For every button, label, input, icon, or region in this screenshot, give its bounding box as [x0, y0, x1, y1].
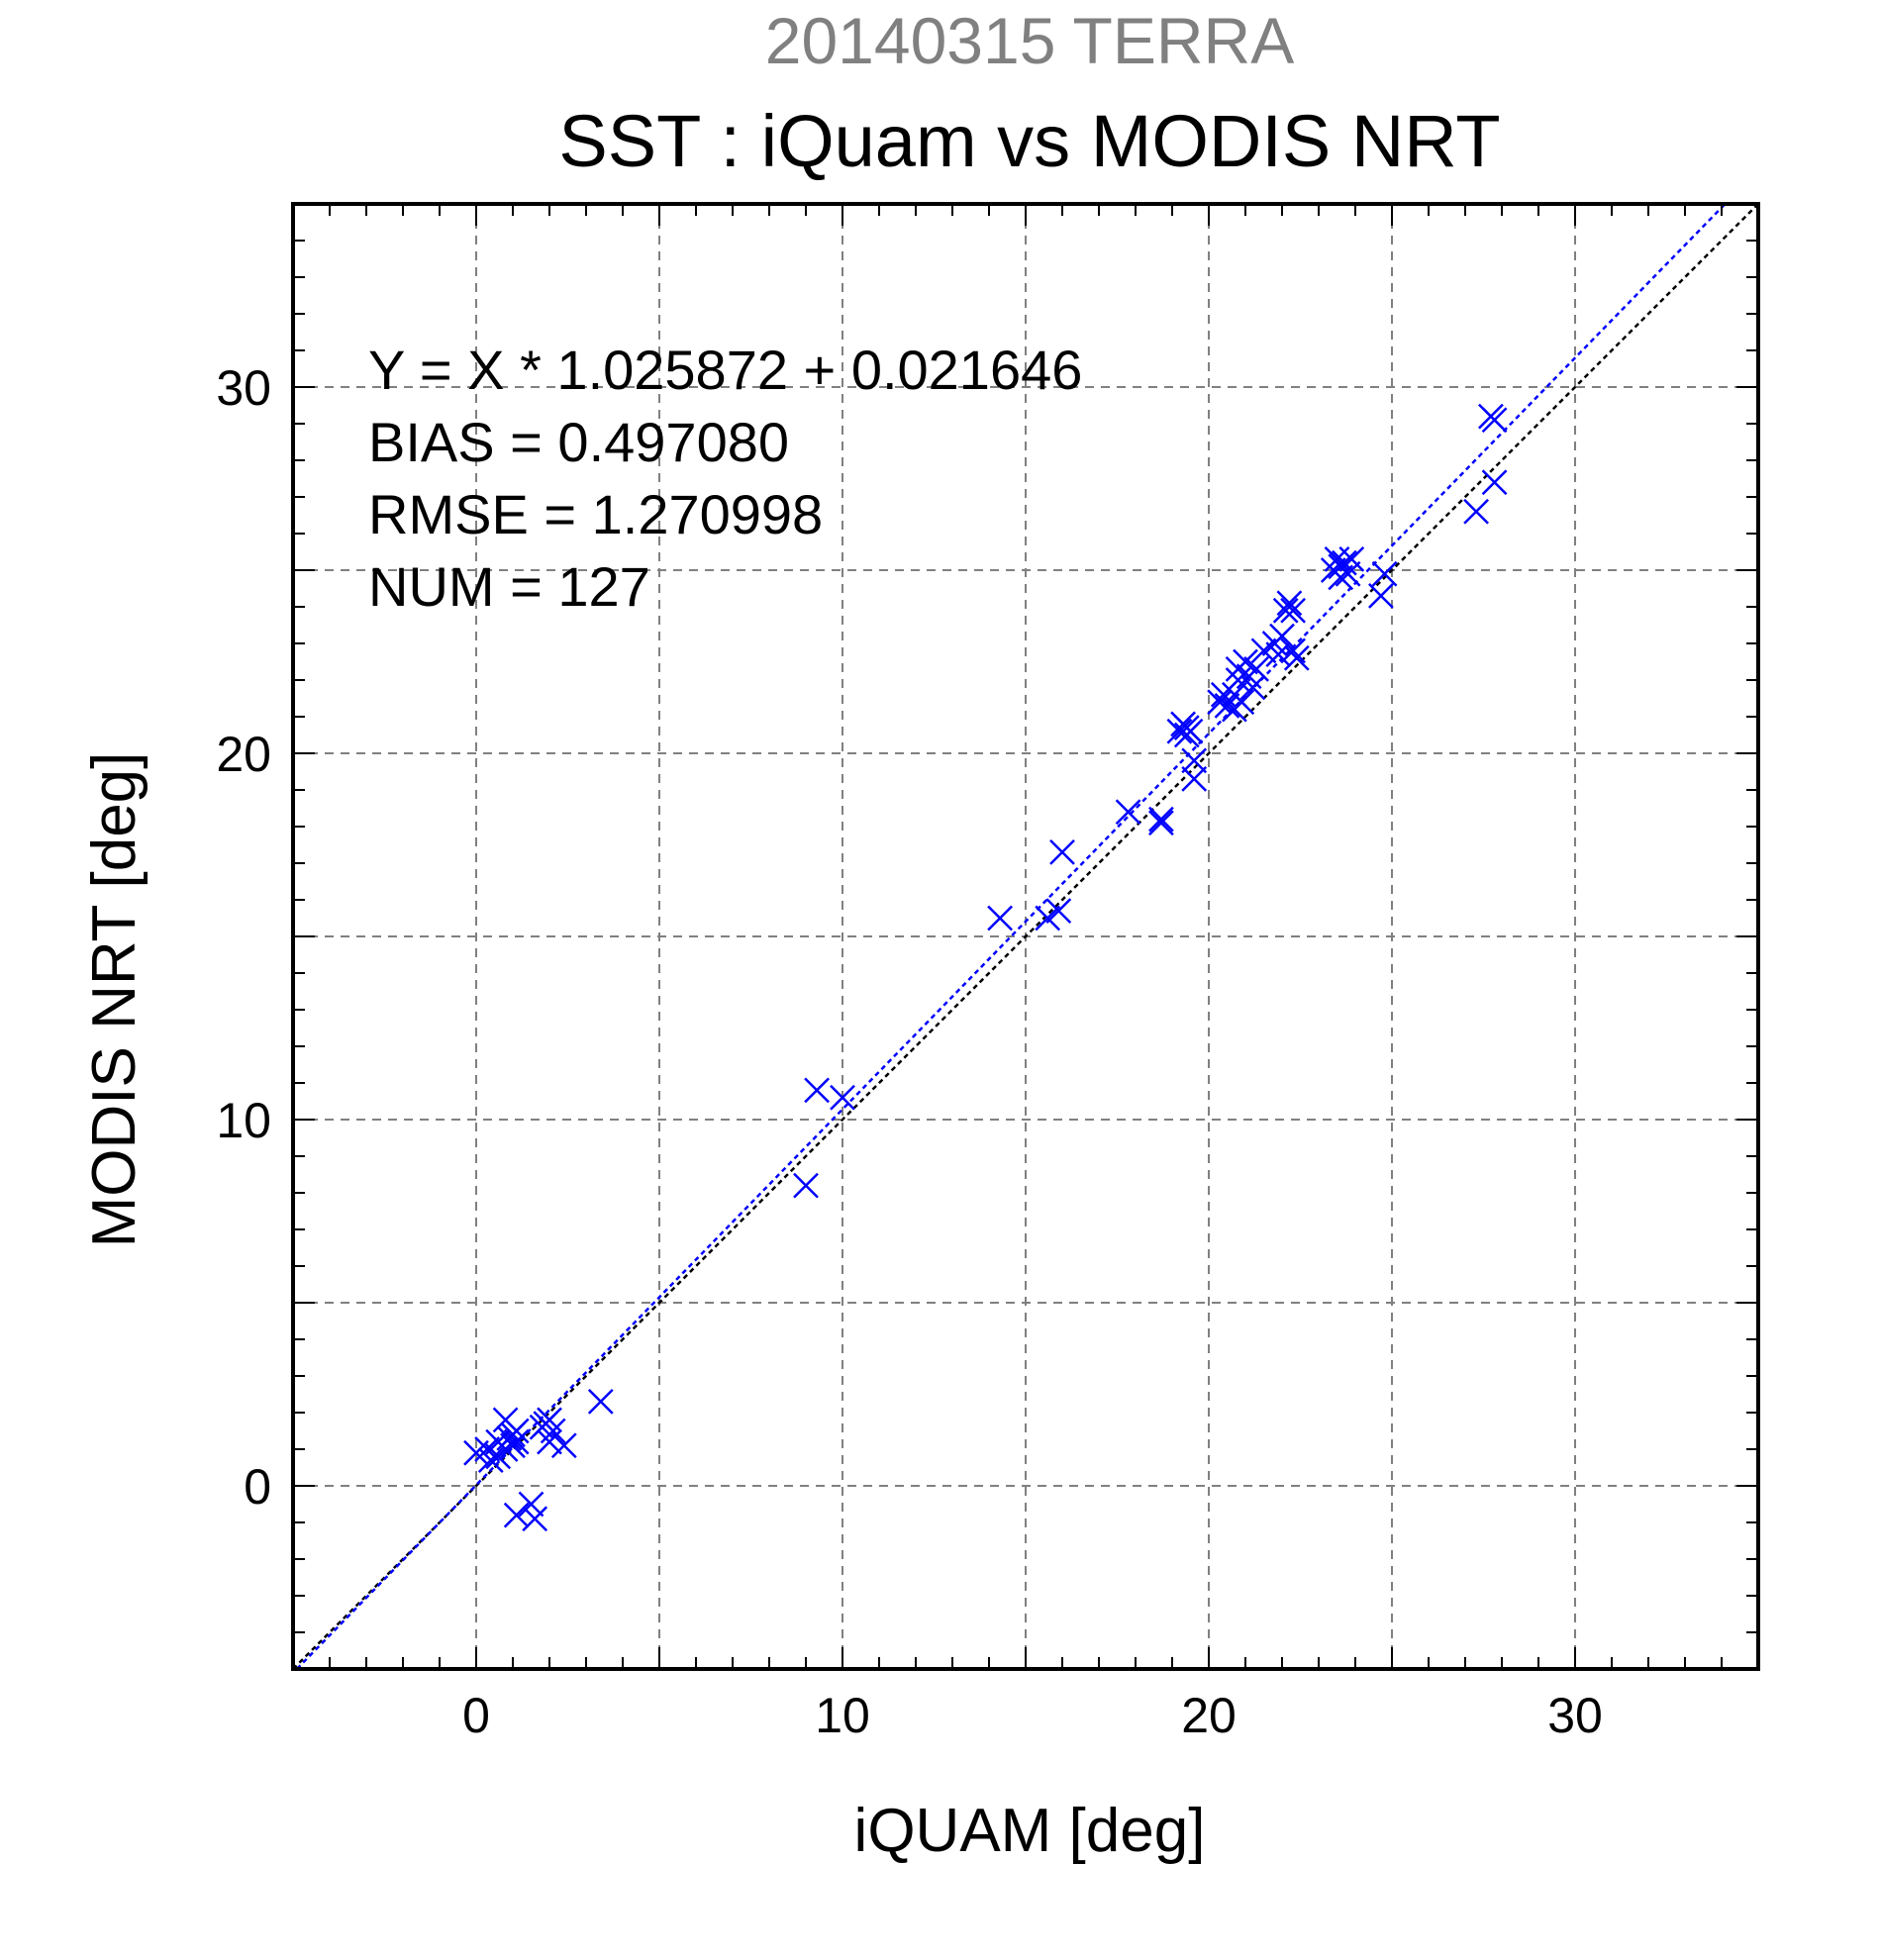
data-point [503, 1418, 530, 1444]
stats-num: NUM = 127 [368, 555, 650, 618]
data-point [550, 1432, 577, 1459]
data-point [503, 1502, 530, 1528]
data-point [1328, 564, 1354, 591]
y-tick-label: 0 [244, 1459, 271, 1515]
data-point [1371, 560, 1398, 587]
x-tick-label: 0 [462, 1688, 490, 1743]
data-point [1177, 718, 1204, 744]
data-point [793, 1172, 819, 1199]
data-point [1335, 560, 1361, 587]
data-point [1276, 590, 1303, 617]
stats-bias: BIAS = 0.497080 [368, 411, 789, 473]
data-point [1045, 898, 1072, 924]
data-point [1214, 693, 1240, 719]
y-axis-label: MODIS NRT [deg] [80, 752, 148, 1248]
x-tick-label: 30 [1547, 1688, 1603, 1743]
data-point [1115, 799, 1141, 826]
data-point [587, 1389, 614, 1415]
data-point [804, 1077, 830, 1104]
data-point [1229, 689, 1255, 716]
grid-lines [293, 204, 1758, 1669]
data-point [1148, 810, 1174, 836]
x-axis-label: iQUAM [deg] [854, 1797, 1206, 1865]
data-point [1148, 806, 1174, 833]
chart-supertitle: 20140315 TERRA [765, 4, 1294, 77]
data-point [540, 1418, 566, 1444]
data-point [518, 1491, 544, 1518]
data-point [1233, 648, 1258, 675]
regression-fit-line [295, 203, 1727, 1670]
data-point [1166, 718, 1193, 744]
data-point [1272, 597, 1299, 624]
stats-annotation: Y = X * 1.025872 + 0.021646 BIAS = 0.497… [368, 339, 1082, 618]
data-point [987, 905, 1013, 931]
y-tick-label: 10 [216, 1093, 271, 1148]
chart-title: SST : iQuam vs MODIS NRT [558, 100, 1500, 182]
data-point [477, 1447, 504, 1473]
stats-regression: Y = X * 1.025872 + 0.021646 [368, 339, 1082, 401]
reference-lines [292, 203, 1759, 1670]
data-point [1181, 747, 1208, 774]
data-point [503, 1428, 530, 1455]
data-points [463, 403, 1508, 1532]
data-point [1481, 469, 1508, 496]
x-tick-label: 20 [1181, 1688, 1237, 1743]
data-point [1368, 583, 1394, 609]
x-tick-label: 10 [815, 1688, 870, 1743]
data-point [522, 1506, 548, 1532]
data-point [1207, 689, 1233, 716]
data-point [1280, 637, 1306, 664]
data-point [1269, 623, 1295, 649]
data-point [1463, 498, 1489, 525]
data-point [1280, 597, 1306, 624]
data-point [1283, 644, 1310, 671]
data-point [1243, 656, 1269, 682]
data-point [1049, 839, 1075, 865]
data-point [1250, 637, 1277, 664]
data-point [830, 1084, 855, 1111]
identity-line [292, 203, 1759, 1670]
data-point [1481, 407, 1508, 434]
y-tick-label: 30 [216, 360, 271, 416]
y-tick-label: 20 [216, 727, 271, 782]
tick-labels: 0 10 20 30 0 10 20 30 [216, 360, 1602, 1743]
data-point [1181, 766, 1208, 792]
data-point [1035, 905, 1061, 931]
plot-frame [291, 202, 1760, 1671]
data-point [1338, 546, 1365, 572]
stats-rmse: RMSE = 1.270998 [368, 483, 823, 545]
